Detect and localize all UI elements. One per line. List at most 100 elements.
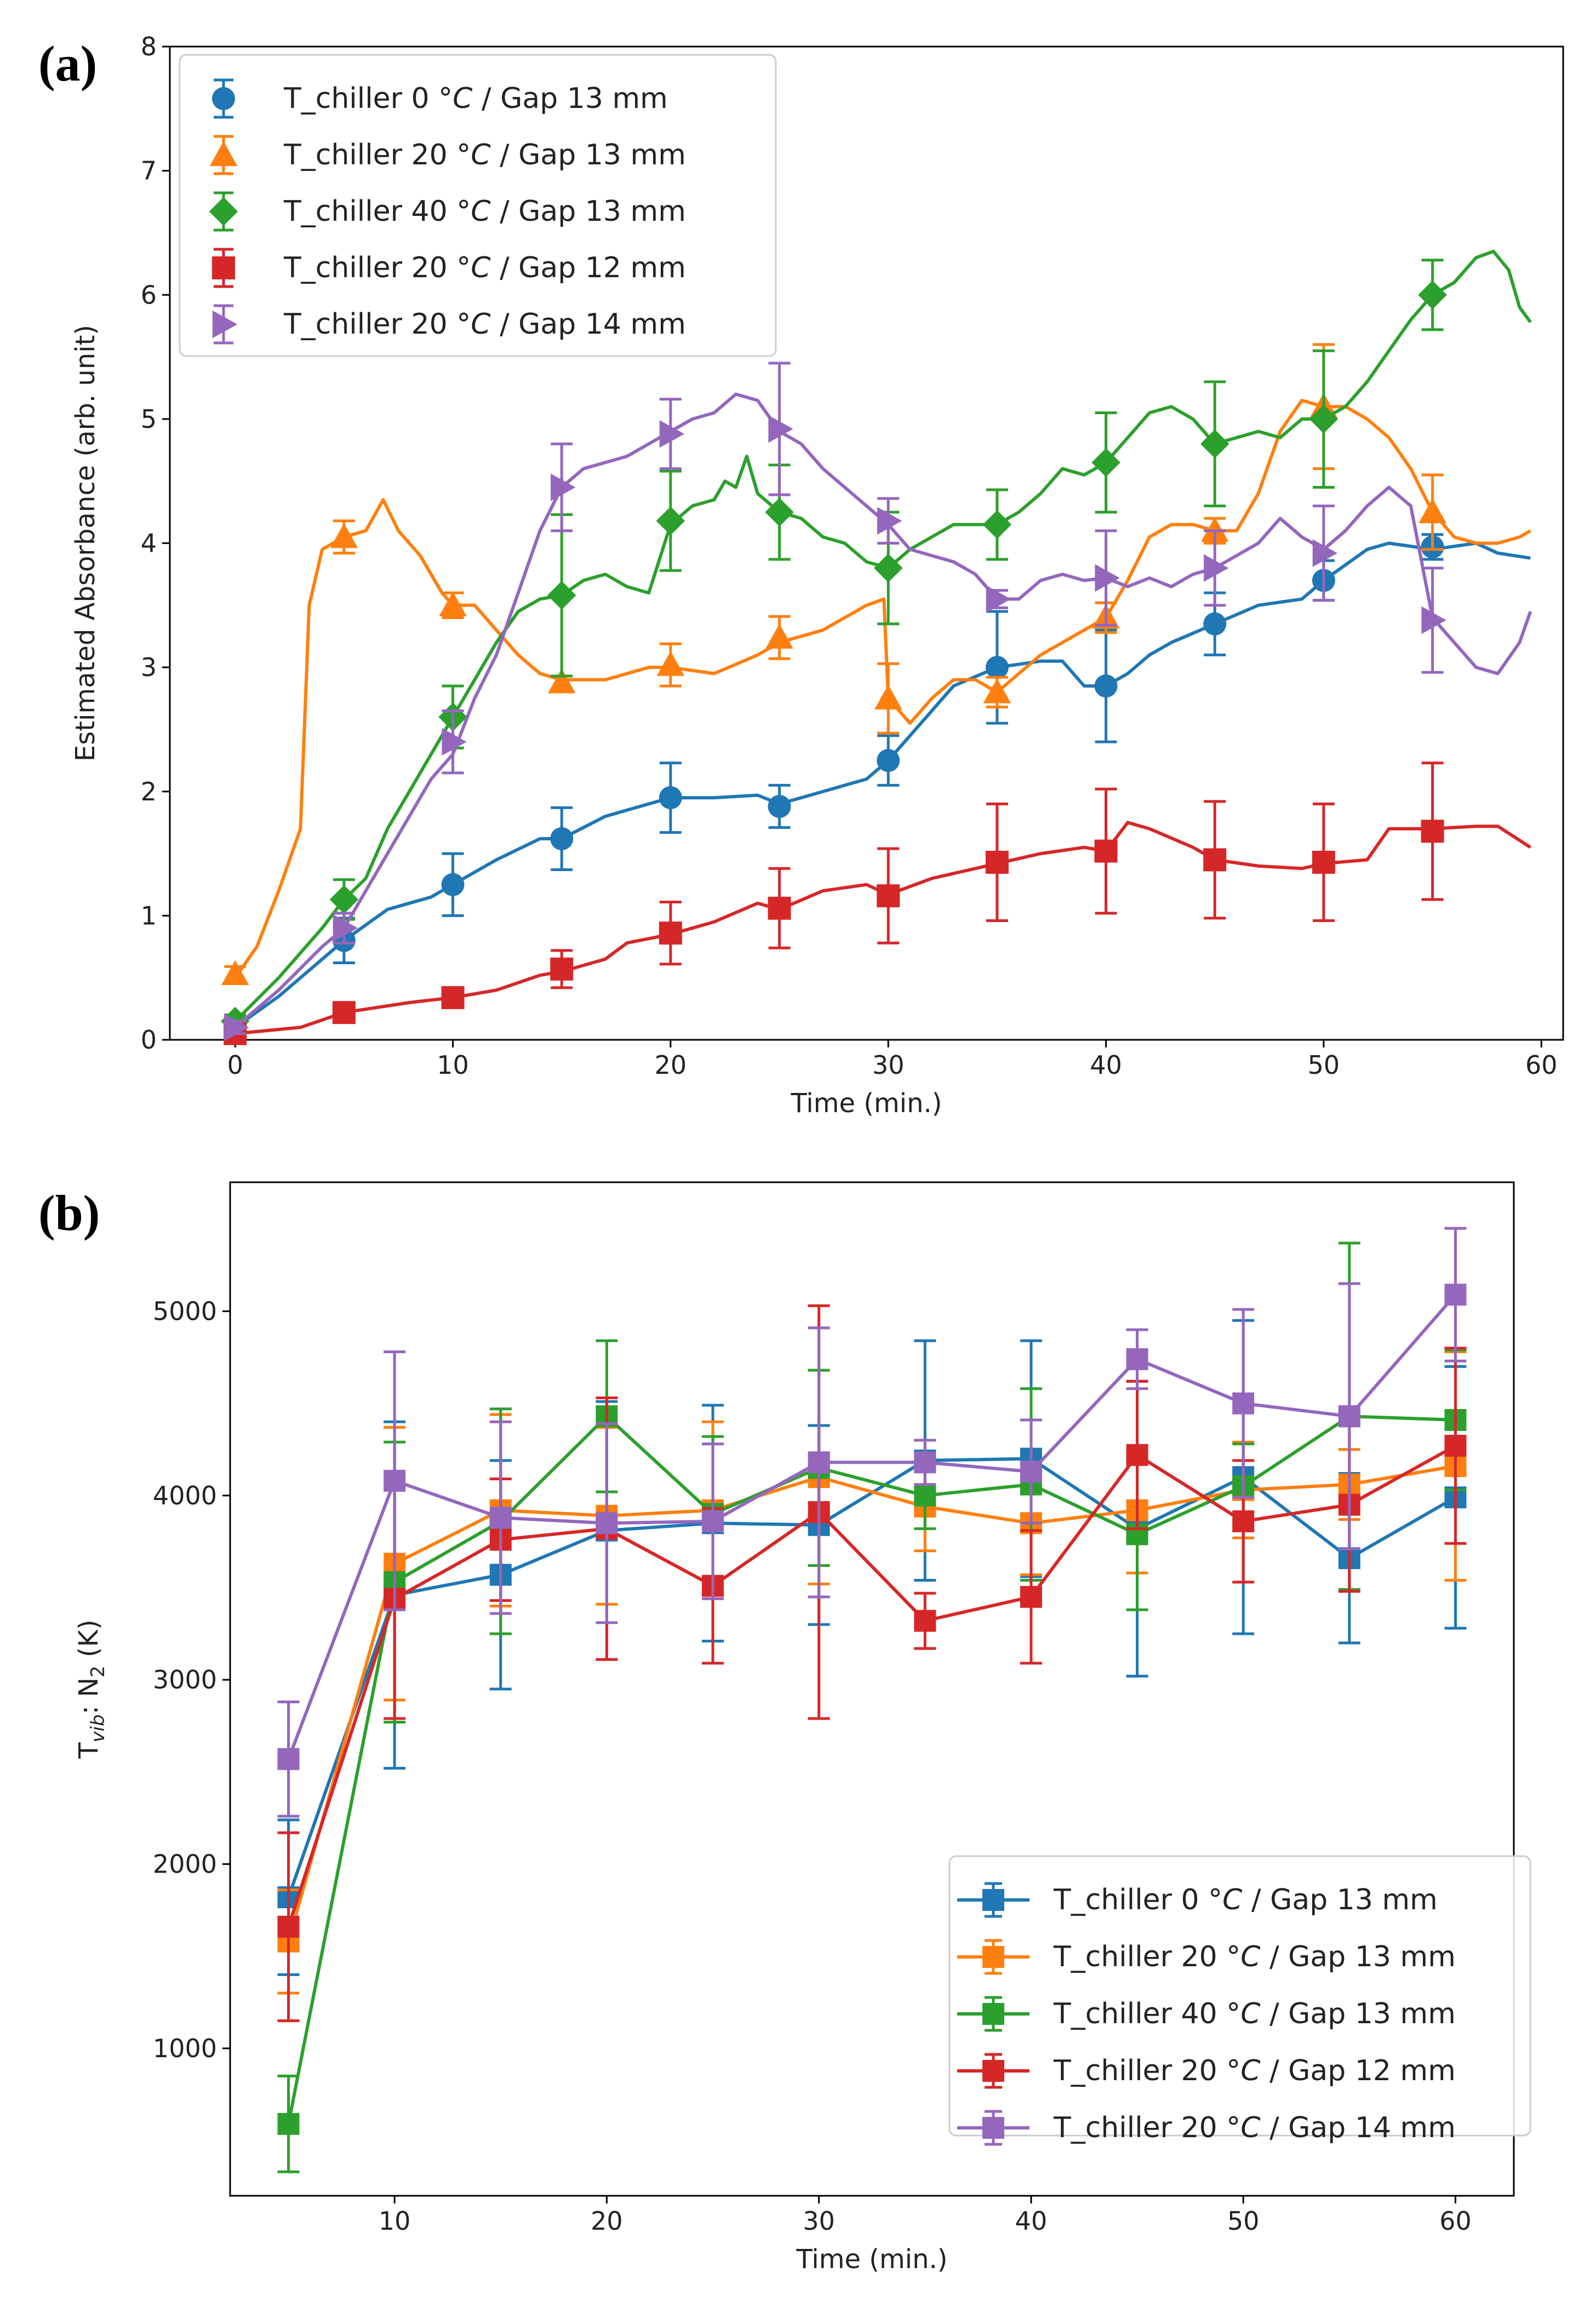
chart-b-series-line xyxy=(287,1464,1456,1942)
chart-a-data-point xyxy=(877,749,900,772)
chart-a-ytick-label: 8 xyxy=(141,32,157,61)
chart-b-legend-label: T_chiller 40 °C / Gap 13 mm xyxy=(1053,1997,1456,2030)
panel-b-label: (b) xyxy=(38,1185,100,1241)
chart-a-legend-marker xyxy=(209,141,238,167)
chart-a-ytick-label: 0 xyxy=(141,1025,157,1055)
chart-a-data-point xyxy=(1201,517,1229,542)
chart-b-legend-marker xyxy=(982,1946,1004,1968)
chart-a-data-point xyxy=(659,786,682,810)
chart-b-data-point xyxy=(808,1451,830,1474)
chart-b-legend-marker xyxy=(982,2003,1004,2025)
chart-a-data-point xyxy=(548,668,576,694)
chart-b-legend-frame xyxy=(948,1855,1531,2137)
chart-a-xtick-label: 40 xyxy=(1090,1050,1122,1080)
chart-a-series xyxy=(220,249,1532,1036)
chart-b: 10 20 30 40 50 60 1000 2000 3000 4000 5000 Time (mi… xyxy=(73,1181,1531,2275)
chart-b-xtick-label: 20 xyxy=(591,2206,623,2236)
chart-b-x-axis-label: Time (min.) xyxy=(796,2244,948,2275)
chart-a-xtick-label: 60 xyxy=(1525,1050,1558,1080)
chart-b-ytick-label: 5000 xyxy=(153,1296,217,1326)
chart-a-data-point xyxy=(224,1014,249,1041)
chart-a-ytick-label: 5 xyxy=(141,404,157,434)
chart-a-series xyxy=(224,762,1532,1045)
chart-a-data-point xyxy=(765,623,793,649)
chart-a-data-point xyxy=(1418,498,1446,524)
chart-a-data-point xyxy=(333,914,358,942)
chart-b-data-point xyxy=(277,1915,300,1938)
chart-a-data-point xyxy=(768,794,791,818)
chart-a-data-point xyxy=(329,885,359,914)
chart-a-data-point xyxy=(1204,554,1229,582)
chart-b-data-point xyxy=(1020,1585,1042,1608)
chart-b-data-point xyxy=(1020,1461,1042,1483)
chart-b-ytick-label: 1000 xyxy=(153,2034,217,2063)
chart-a-series-line xyxy=(234,249,1532,1023)
chart-a-data-point xyxy=(1094,839,1118,863)
chart-b-data-point xyxy=(914,1484,936,1507)
chart-a-data-point xyxy=(1421,606,1446,634)
chart-a-xtick-label: 50 xyxy=(1308,1050,1340,1080)
chart-a-data-point xyxy=(874,684,902,709)
chart-a-data-point xyxy=(656,651,685,676)
chart-a-series-line xyxy=(234,392,1532,1029)
chart-a-data-point xyxy=(442,728,467,756)
chart-a-legend-label: T_chiller 20 °C / Gap 14 mm xyxy=(283,308,686,341)
chart-a-series xyxy=(224,362,1532,1041)
chart-a-xtick-label: 0 xyxy=(227,1050,243,1080)
chart-b-legend-label: T_chiller 20 °C / Gap 14 mm xyxy=(1053,2111,1456,2144)
chart-a-data-point xyxy=(1091,448,1120,477)
chart-a-ytick-label: 4 xyxy=(141,529,157,558)
chart-b-data-point xyxy=(384,1469,406,1492)
chart-b-data-point xyxy=(914,1610,936,1632)
chart-a-data-point xyxy=(659,921,682,945)
chart-a-data-point xyxy=(439,591,467,616)
chart-b-legend-label: T_chiller 20 °C / Gap 13 mm xyxy=(1053,1940,1456,1973)
chart-a-data-point xyxy=(982,510,1012,539)
chart-b-series xyxy=(277,1227,1467,1818)
chart-b-ytick-label: 2000 xyxy=(153,1850,217,1879)
chart-a-data-point xyxy=(1312,539,1338,567)
chart-a-xtick-label: 30 xyxy=(872,1050,905,1080)
chart-a-data-point xyxy=(768,415,793,443)
chart-b-data-point xyxy=(1126,1348,1148,1370)
chart-a-ytick-label: 7 xyxy=(141,156,157,186)
chart-b-xtick-label: 30 xyxy=(803,2206,835,2236)
chart-a-xtick-label: 10 xyxy=(437,1050,469,1080)
chart-a-data-point xyxy=(768,896,791,920)
chart-b-data-point xyxy=(702,1510,724,1532)
chart-a-data-point xyxy=(221,960,249,986)
chart-a-data-point xyxy=(1309,404,1338,434)
chart-a-ytick-label: 6 xyxy=(141,280,157,310)
chart-a-data-point xyxy=(986,585,1011,613)
chart-a-data-point xyxy=(551,473,576,501)
chart-a-axes-frame xyxy=(169,45,1564,1041)
chart-b-y-axis-label: Tvib: N2 (K) xyxy=(73,1619,109,1759)
chart-a-data-point xyxy=(985,850,1009,874)
chart-a-series-line xyxy=(233,398,1531,979)
chart-a-data-point xyxy=(441,986,465,1009)
chart-a-x-axis-label: Time (min.) xyxy=(791,1088,942,1119)
chart-a-y-axis-label: Estimated Absorbance (arb. unit) xyxy=(70,325,101,762)
chart-a: 0 10 20 30 40 50 60 0 1 2 3 4 5 6 7 8 Time (min.) Estimat… xyxy=(70,32,1564,1119)
chart-b-legend-label: T_chiller 0 °C / Gap 13 mm xyxy=(1053,1884,1438,1916)
chart-a-data-point xyxy=(983,678,1011,703)
chart-a-xtick-label: 20 xyxy=(655,1050,687,1080)
chart-a-legend-marker xyxy=(212,87,235,110)
chart-b-series-line xyxy=(287,1415,1456,2125)
chart-a-data-point xyxy=(330,523,358,548)
chart-a-data-point xyxy=(550,957,574,981)
chart-b-xtick-label: 50 xyxy=(1227,2206,1260,2236)
chart-a-ytick-label: 3 xyxy=(141,652,157,682)
chart-a-series xyxy=(224,533,1531,1039)
chart-a-data-point xyxy=(1203,612,1227,636)
chart-b-legend-marker xyxy=(982,1889,1004,1911)
chart-b-data-point xyxy=(1232,1510,1255,1532)
chart-b-data-point xyxy=(1232,1392,1255,1415)
chart-b-data-point xyxy=(1444,1284,1467,1306)
chart-a-data-point xyxy=(1312,850,1335,874)
chart-b-data-point xyxy=(596,1512,618,1535)
chart-b-data-point xyxy=(1444,1435,1467,1457)
chart-a-data-point xyxy=(550,827,574,850)
chart-b-ytick-label: 3000 xyxy=(153,1665,217,1695)
chart-a-data-point xyxy=(1094,674,1118,698)
